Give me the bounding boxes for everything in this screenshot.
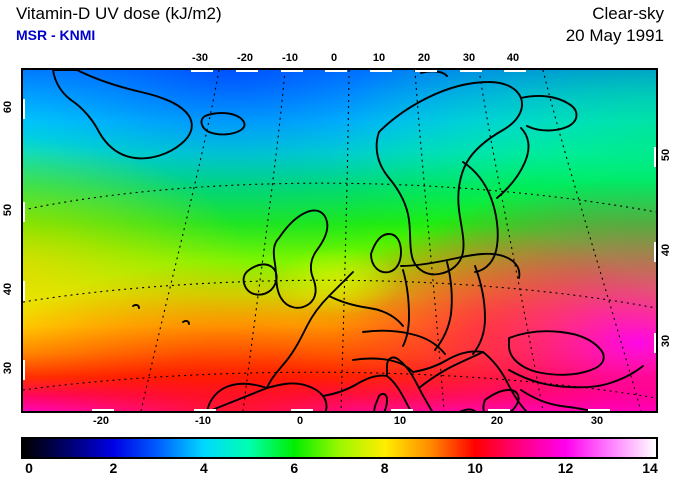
map-plot-frame[interactable] [21, 68, 658, 413]
left-axis-tick-mark [23, 99, 25, 119]
left-axis-tick-label: 30 [2, 361, 15, 375]
bottom-axis-tick-label: -20 [93, 415, 109, 427]
top-axis-tick-label: 40 [506, 52, 520, 64]
top-axis-tick-mark [415, 70, 437, 72]
top-axis-tick-label: 30 [462, 52, 476, 64]
page-title: Vitamin-D UV dose (kJ/m2) [16, 4, 222, 23]
top-axis-tick-mark [460, 70, 482, 72]
right-axis-tick-label: 30 [660, 334, 673, 348]
left-axis-tick-label: 50 [2, 203, 15, 217]
top-axis-tick-label: -30 [192, 52, 208, 64]
top-axis-tick-label: 0 [330, 52, 338, 64]
colorbar-tick-label: 8 [380, 460, 389, 476]
source-label: MSR - KNMI [16, 27, 96, 43]
right-axis-tick-mark [654, 242, 656, 262]
top-axis-tick-mark [281, 70, 303, 72]
date-label: 20 May 1991 [565, 26, 664, 45]
right-axis-tick-label: 50 [660, 148, 673, 162]
colorbar-tick-label: 2 [109, 460, 118, 476]
top-axis-tick-mark [325, 70, 347, 72]
colorbar-tick-label: 14 [642, 460, 658, 476]
right-axis-tick-mark [654, 333, 656, 353]
top-axis-tick-mark [191, 70, 213, 72]
colorbar-tick-label: 10 [467, 460, 483, 476]
graticule [23, 70, 656, 411]
uv-field-alpine [23, 70, 656, 411]
colorbar-tick-label: 0 [25, 460, 33, 476]
map-svg [23, 70, 656, 411]
top-axis-tick-labels: -30 -20 -10 0 10 20 30 40 [0, 52, 678, 66]
bottom-axis-tick-label: 30 [590, 415, 604, 427]
colorbar-tick-labels: 0 2 4 6 8 10 12 14 [0, 460, 678, 478]
condition-label: Clear-sky [592, 4, 664, 23]
left-axis-tick-mark [23, 281, 25, 301]
colorbar-gradient [23, 439, 656, 457]
header: Vitamin-D UV dose (kJ/m2) MSR - KNMI Cle… [0, 0, 678, 50]
left-axis-tick-mark [23, 360, 25, 380]
bottom-axis-tick-mark [92, 409, 114, 411]
bottom-axis-tick-mark [194, 409, 216, 411]
top-axis-tick-label: 10 [372, 52, 386, 64]
top-axis-tick-label: -20 [237, 52, 253, 64]
bottom-axis-tick-mark [588, 409, 610, 411]
bottom-axis-tick-label: 0 [296, 415, 304, 427]
left-axis-tick-label: 40 [2, 282, 15, 296]
left-axis-tick-labels: 60 50 40 30 [2, 68, 20, 413]
right-axis-tick-mark [654, 147, 656, 167]
uv-dose-heatmap[interactable] [23, 70, 656, 411]
bottom-axis-tick-labels: -20 -10 0 10 20 30 [0, 415, 678, 431]
colorbar[interactable] [21, 437, 658, 459]
bottom-axis-tick-mark [488, 409, 510, 411]
bottom-axis-tick-mark [291, 409, 313, 411]
bottom-axis-tick-label: 10 [393, 415, 407, 427]
right-axis-tick-labels: 50 40 30 [660, 68, 678, 413]
left-axis-tick-mark [23, 202, 25, 222]
top-axis-tick-mark [236, 70, 258, 72]
right-axis-tick-label: 40 [660, 243, 673, 257]
colorbar-tick-label: 4 [199, 460, 208, 476]
top-axis-tick-mark [504, 70, 526, 72]
bottom-axis-tick-label: -10 [195, 415, 211, 427]
top-axis-tick-mark [370, 70, 392, 72]
left-axis-tick-label: 60 [2, 100, 15, 114]
coastlines [52, 70, 644, 411]
top-axis-tick-label: -10 [282, 52, 298, 64]
top-axis-tick-label: 20 [417, 52, 431, 64]
colorbar-tick-label: 6 [290, 460, 299, 476]
colorbar-tick-label: 12 [557, 460, 574, 476]
bottom-axis-tick-mark [391, 409, 413, 411]
bottom-axis-tick-label: 20 [490, 415, 504, 427]
